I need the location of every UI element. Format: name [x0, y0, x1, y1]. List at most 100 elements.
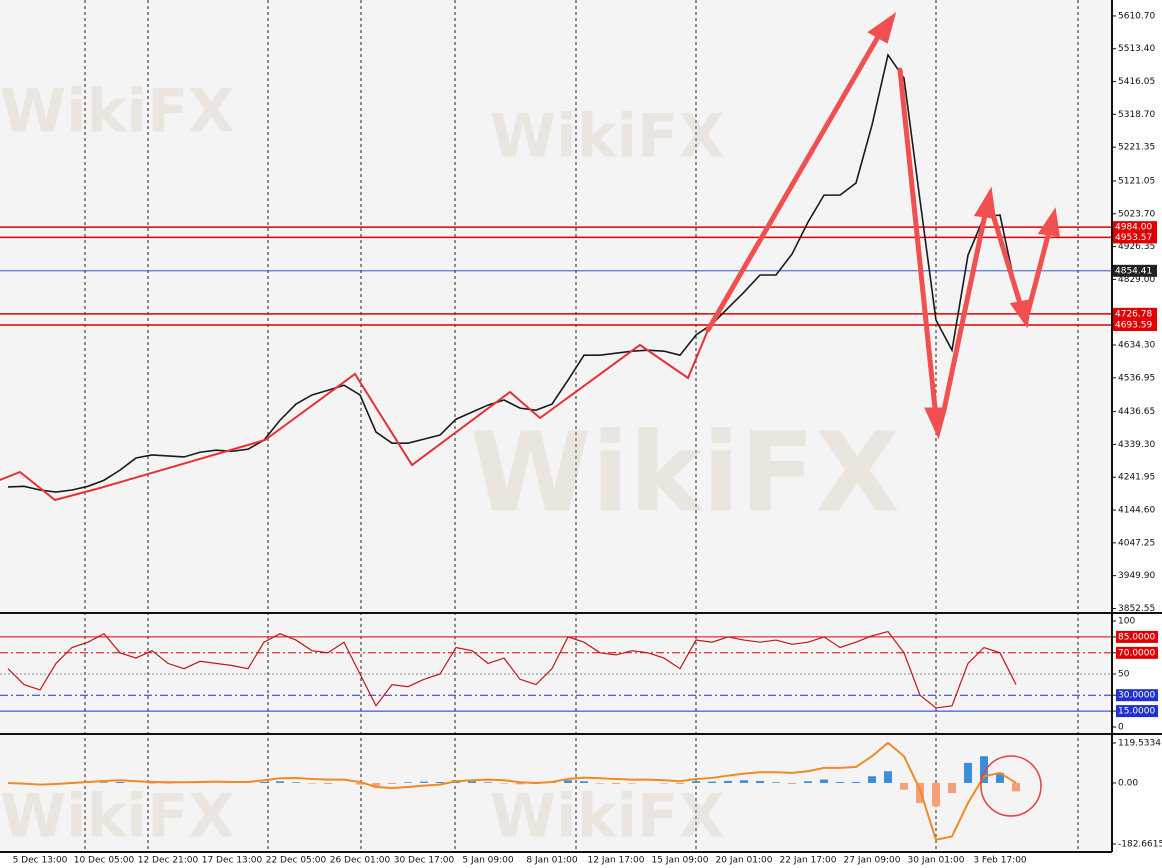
histogram-bar	[388, 782, 396, 784]
x-tick-label: 12 Dec 21:00	[138, 856, 199, 866]
histogram-bar	[100, 782, 108, 783]
y-tick-label: 119.5334	[1118, 739, 1161, 749]
histogram-bar	[900, 782, 908, 790]
histogram-bar	[356, 782, 364, 785]
x-tick-label: 3 Feb 17:00	[973, 856, 1027, 866]
histogram-bar	[260, 781, 268, 783]
histogram-bar	[756, 780, 764, 783]
histogram-bar	[980, 756, 988, 783]
y-tick-label: 70.0000	[1118, 648, 1155, 658]
x-tick-label: 5 Jan 09:00	[462, 856, 514, 866]
histogram-bar	[804, 781, 812, 783]
y-tick-label: 4536.95	[1118, 373, 1155, 383]
y-tick-label: 100	[1118, 617, 1135, 627]
y-tick-label: 5416.05	[1118, 77, 1155, 87]
histogram-bar	[484, 782, 492, 783]
y-tick-label: 30.0000	[1118, 691, 1155, 701]
histogram-bar	[372, 782, 380, 787]
plot-layer: 5610.70 5513.40 5416.05 5318.70 5221.35 5121.…	[0, 11, 1162, 866]
x-tick-label: 27 Jan 09:00	[844, 856, 901, 866]
histogram-bar	[836, 781, 844, 783]
level-label: 4984.00	[1115, 223, 1152, 233]
histogram-bar	[724, 780, 732, 783]
x-tick-label: 20 Jan 01:00	[716, 856, 773, 866]
x-tick-label: 17 Dec 13:00	[202, 856, 263, 866]
y-tick-label: 3949.90	[1118, 571, 1155, 581]
level-label: 4726.78	[1115, 309, 1152, 319]
y-tick-label: 50	[1118, 670, 1130, 680]
watermark: WikiFX	[0, 77, 234, 147]
histogram-bar	[164, 782, 172, 784]
level-label-bg	[1113, 221, 1157, 234]
histogram-bar	[1012, 782, 1020, 792]
histogram-bar	[820, 779, 828, 783]
level-label-bg	[1113, 231, 1157, 244]
x-tick-label: 30 Dec 17:00	[394, 856, 455, 866]
y-tick-label: 4634.30	[1118, 340, 1155, 350]
y-tick-label: 4241.95	[1118, 473, 1155, 483]
data-line	[7, 630, 1017, 709]
y-tick-label: 3852.55	[1118, 604, 1155, 614]
histogram-bar	[116, 781, 124, 783]
histogram-bar	[324, 782, 332, 784]
y-tick-label: -182.6615	[1118, 839, 1162, 849]
histogram-bar	[772, 782, 780, 783]
histogram-bar	[612, 782, 620, 784]
histogram-bar	[292, 782, 300, 783]
x-tick-label: 12 Jan 17:00	[588, 856, 645, 866]
y-tick-label: 4829.00	[1118, 275, 1155, 285]
level-label: 4953.57	[1115, 233, 1152, 243]
data-line	[7, 741, 1017, 841]
y-tick-label: 4436.65	[1118, 407, 1155, 417]
histogram-bar	[596, 782, 604, 784]
histogram-bar	[420, 781, 428, 783]
histogram-bar	[660, 782, 668, 784]
level-label-bg	[1113, 307, 1157, 320]
data-line	[7, 52, 1017, 493]
histogram-bar	[788, 782, 796, 784]
watermark: WikiFX	[0, 782, 234, 852]
y-tick-label: 4926.35	[1118, 242, 1155, 252]
histogram-bar	[948, 782, 956, 793]
histogram-bar	[516, 782, 524, 785]
plot-background	[0, 0, 1112, 852]
y-tick-label: 4339.30	[1118, 440, 1155, 450]
x-tick-label: 26 Dec 01:00	[330, 856, 391, 866]
y-tick-label: 5610.70	[1118, 11, 1155, 21]
y-tick-label: 5023.70	[1118, 209, 1155, 219]
y-tick-label: 5513.40	[1118, 44, 1155, 54]
histogram-bar	[308, 782, 316, 784]
watermark: WikiFX	[470, 408, 900, 536]
histogram-bar	[932, 782, 940, 807]
histogram-bar	[500, 782, 508, 784]
histogram-bar	[564, 780, 572, 783]
histogram-bar	[148, 782, 156, 784]
watermark: WikiFX	[490, 102, 724, 172]
y-tick-label: 5318.70	[1118, 110, 1155, 120]
histogram-bar	[404, 782, 412, 783]
y-tick-label: 5221.35	[1118, 143, 1155, 153]
trend-lines	[0, 329, 709, 502]
level-label: 4854.41	[1115, 266, 1152, 276]
histogram-bar	[852, 781, 860, 783]
x-tick-label: 10 Dec 05:00	[74, 856, 135, 866]
y-tick-label: 5121.05	[1118, 176, 1155, 186]
x-tick-label: 30 Jan 01:00	[908, 856, 965, 866]
histogram-bar	[916, 782, 924, 804]
x-tick-label: 22 Dec 05:00	[266, 856, 327, 866]
histogram-bar	[884, 771, 892, 783]
tick-label-bg	[1116, 689, 1158, 702]
y-tick-label: 85.0000	[1118, 632, 1155, 642]
y-tick-label: 0	[1118, 723, 1124, 733]
x-tick-label: 15 Jan 09:00	[652, 856, 709, 866]
level-label-bg	[1113, 319, 1157, 332]
highlight-circle	[980, 755, 1042, 817]
histogram-bar	[468, 781, 476, 783]
x-tick-label: 22 Jan 17:00	[780, 856, 837, 866]
watermark: WikiFX	[490, 782, 724, 852]
histogram-bar	[580, 781, 588, 783]
histogram-bar	[676, 782, 684, 784]
y-tick-label: 4144.60	[1118, 506, 1155, 516]
